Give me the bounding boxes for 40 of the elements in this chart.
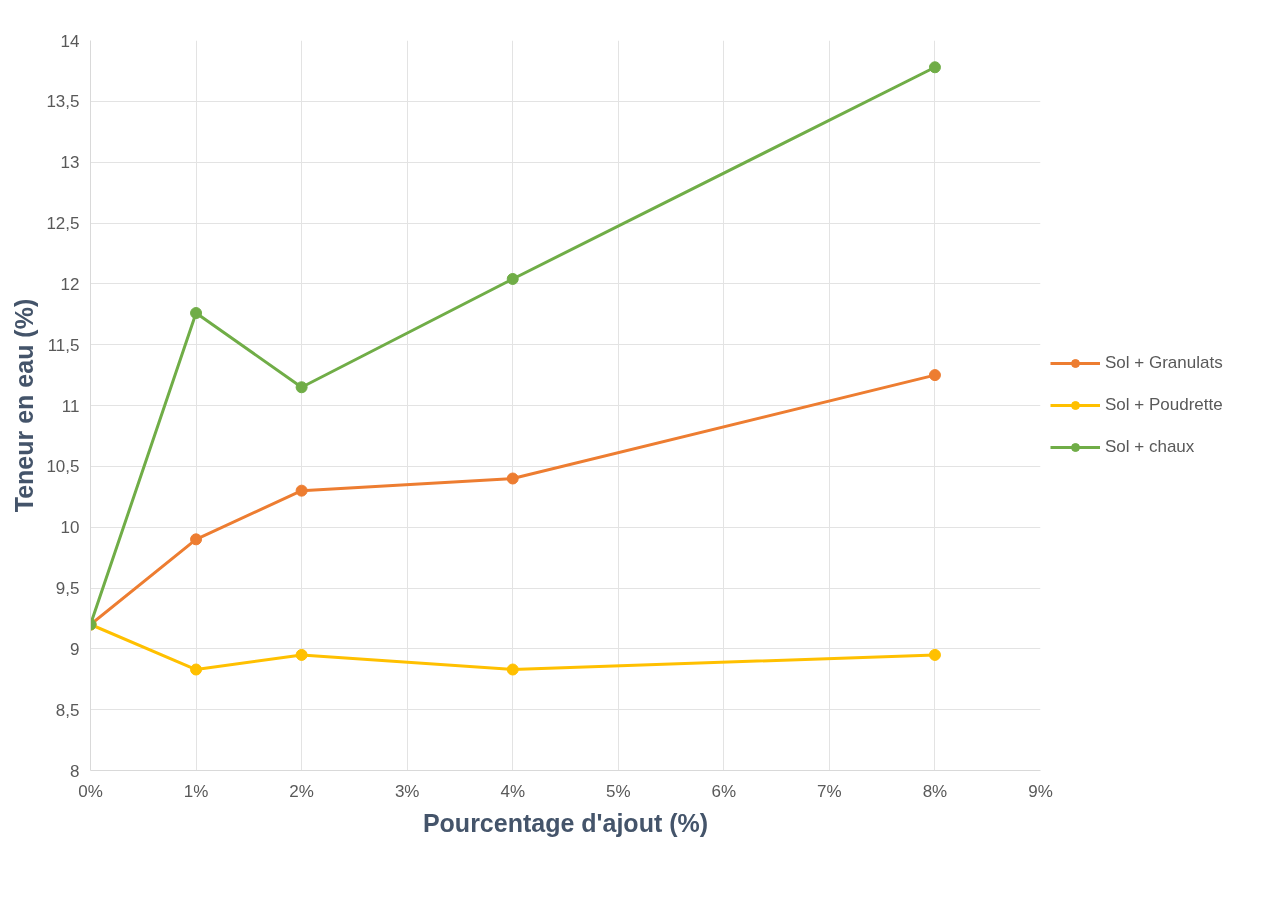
y-tick-label: 8 xyxy=(70,761,80,781)
y-tick-label: 10 xyxy=(60,518,80,538)
y-axis-title: Teneur en eau (%) xyxy=(10,298,39,513)
y-tick-label: 11,5 xyxy=(47,335,80,355)
y-tick-label: 12,5 xyxy=(46,214,80,233)
legend-label: Sol + Granulats xyxy=(1105,353,1223,373)
x-tick-label: 4% xyxy=(500,781,526,801)
point xyxy=(295,381,308,394)
y-tick-label: 13,5 xyxy=(46,92,80,112)
point xyxy=(295,484,308,497)
point xyxy=(295,648,308,661)
x-tick-label: 7% xyxy=(817,781,842,801)
y-tick-label: 12 xyxy=(60,274,80,294)
legend-label: Sol + chaux xyxy=(1105,437,1195,457)
point xyxy=(928,61,941,74)
x-tick-label: 3% xyxy=(394,781,420,801)
x-axis-title: Pourcentage d'ajout (%) xyxy=(422,808,709,837)
y-tick-label: 9,5 xyxy=(55,579,80,598)
point xyxy=(928,369,941,382)
x-tick-label: 6% xyxy=(711,781,737,801)
point xyxy=(928,648,941,661)
point xyxy=(190,533,203,546)
y-tick-label: 10,5 xyxy=(46,457,80,477)
x-tick-label: 8% xyxy=(922,781,948,801)
y-tick-label: 14 xyxy=(60,31,80,51)
x-tick-label: 2% xyxy=(289,781,314,801)
point xyxy=(506,472,519,485)
y-tick-label: 11 xyxy=(61,396,80,416)
y-tick-label: 8,5 xyxy=(55,700,80,720)
point xyxy=(506,663,519,676)
y-tick-label: 9 xyxy=(70,639,80,659)
legend-label: Sol + Poudrette xyxy=(1105,395,1223,415)
x-tick-label: 9% xyxy=(1028,781,1053,801)
x-tick-label: 5% xyxy=(605,781,631,801)
x-tick-label: 1% xyxy=(183,781,209,801)
point xyxy=(190,663,203,676)
x-tick-label: 0% xyxy=(78,781,103,801)
point xyxy=(190,307,203,320)
y-tick-label: 13 xyxy=(60,153,80,173)
point xyxy=(506,272,519,285)
